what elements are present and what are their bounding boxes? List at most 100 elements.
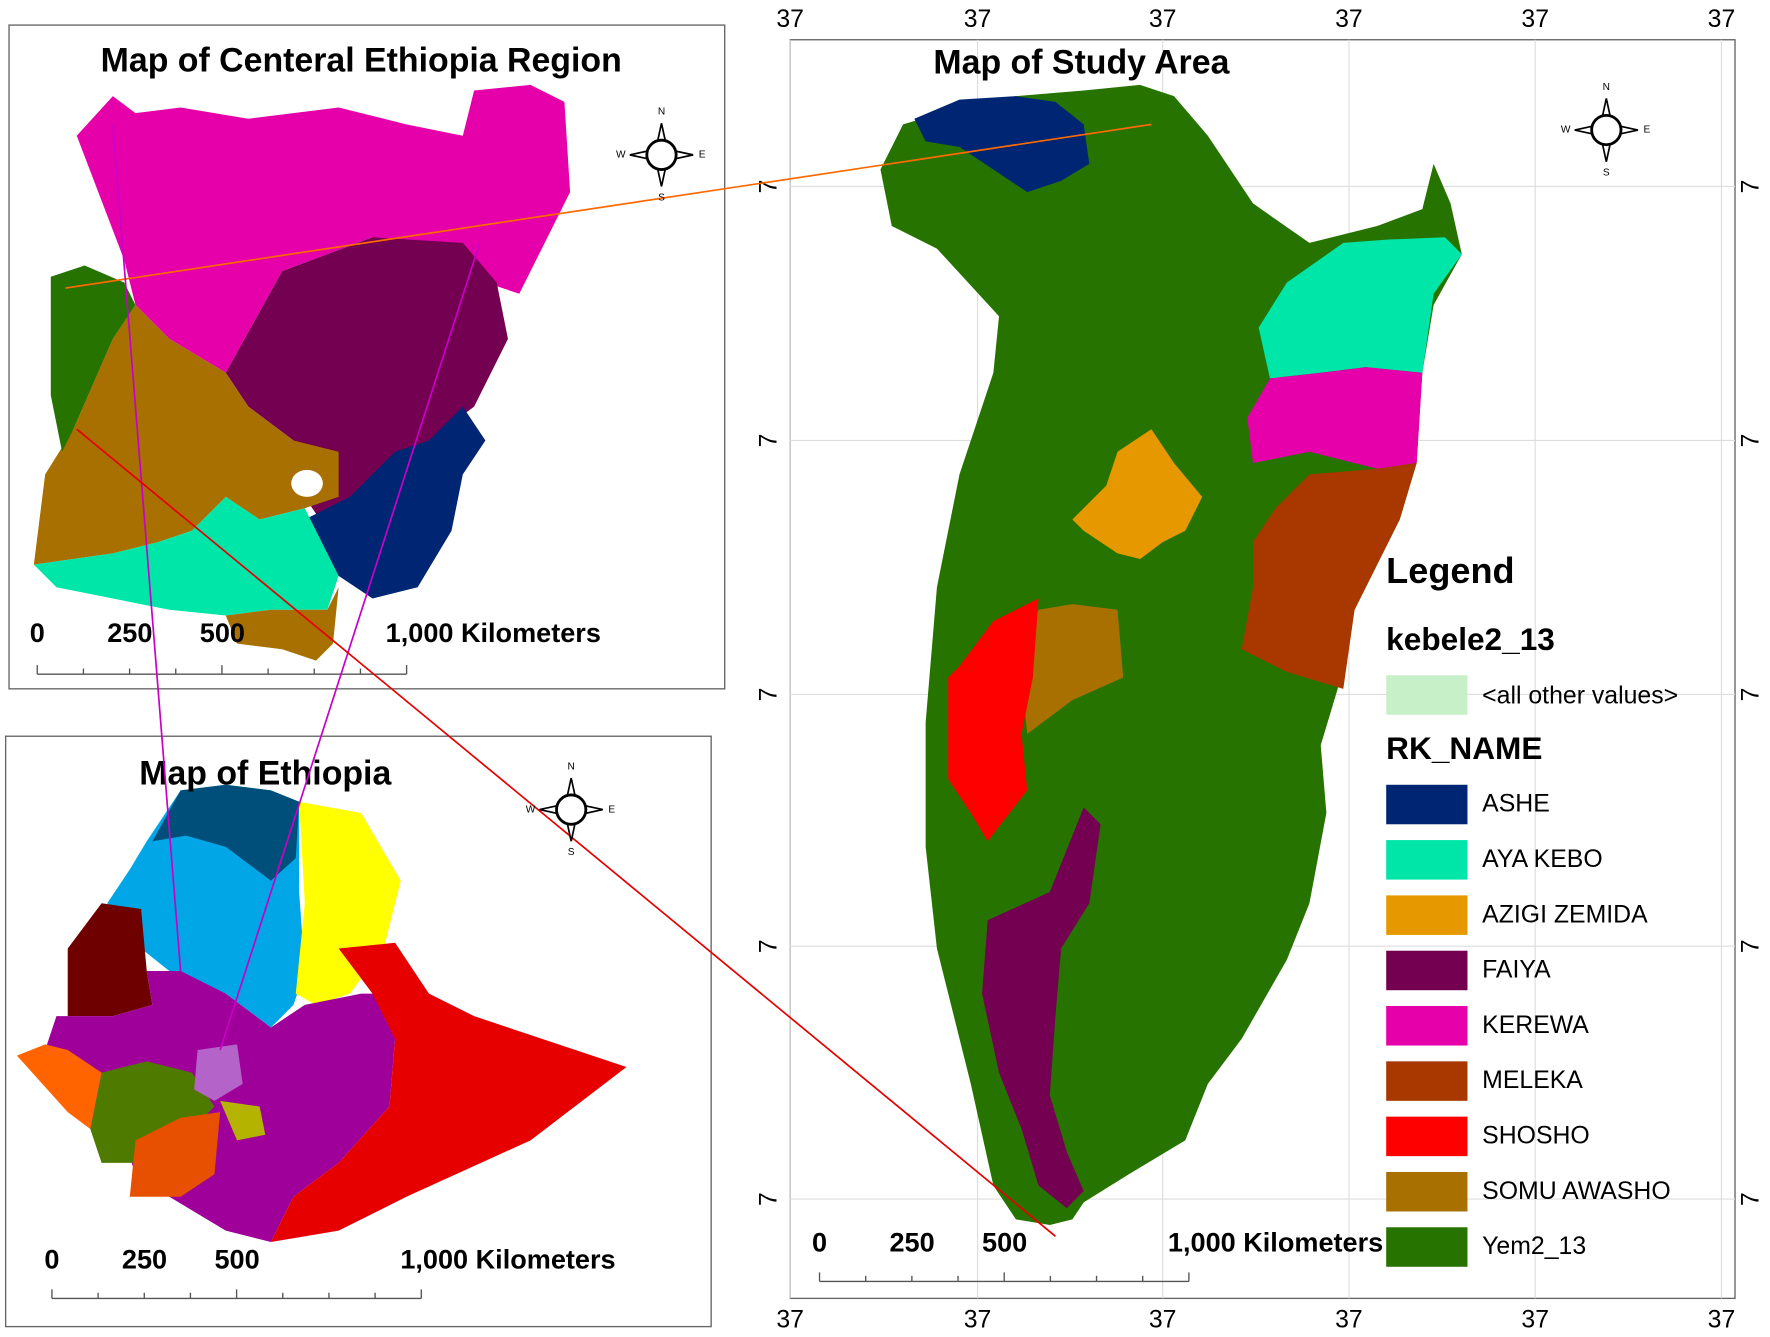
compass-ring — [645, 138, 678, 171]
scale-label: 250 — [122, 1243, 167, 1274]
region — [1021, 604, 1124, 734]
legend-label: SHOSHO — [1482, 1123, 1590, 1150]
coord-label: 37 — [1521, 6, 1549, 33]
coord-label: 7 — [1738, 434, 1765, 448]
region — [225, 587, 339, 661]
coord-label: 37 — [1708, 1307, 1736, 1334]
legend-label: SOMU AWASHO — [1482, 1178, 1671, 1205]
compass-label: W — [526, 804, 536, 815]
region — [982, 807, 1101, 1209]
legend-label: ASHE — [1482, 791, 1550, 818]
region — [50, 265, 136, 452]
legend-swatch — [1386, 950, 1468, 991]
compass-label: E — [608, 804, 615, 815]
compass-ring — [555, 793, 588, 826]
compass: N E S W — [616, 107, 706, 204]
region — [16, 1044, 108, 1130]
legend-title: Legend — [1386, 550, 1514, 591]
compass-label: W — [1561, 125, 1571, 136]
scale-label: 500 — [214, 1243, 259, 1274]
legend-layer: kebele2_13 — [1386, 621, 1555, 657]
coord-label: 7 — [755, 1192, 782, 1206]
region — [1241, 463, 1417, 689]
region — [76, 84, 571, 373]
compass-label: N — [1603, 82, 1610, 93]
legend-swatch — [1386, 1061, 1468, 1101]
region — [948, 598, 1039, 842]
legend-swatch — [1386, 675, 1468, 715]
coord-label: 37 — [1708, 6, 1736, 33]
compass-label: E — [699, 150, 706, 161]
coord-label: 37 — [1149, 6, 1177, 33]
legend-swatch — [1386, 1171, 1468, 1212]
scale-label: 500 — [200, 617, 245, 648]
legend-label: AZIGI ZEMIDA — [1482, 901, 1648, 928]
legend-label: <all other values> — [1482, 682, 1678, 709]
region — [194, 1044, 243, 1101]
scale-label: 1,000 Kilometers — [400, 1243, 615, 1274]
scale-label: 0 — [30, 617, 45, 648]
compasses: N E S W N E S W N E S W — [526, 82, 1651, 858]
region — [270, 942, 627, 1242]
compass-label: S — [1603, 168, 1610, 179]
compass-label: S — [568, 847, 575, 858]
region — [914, 96, 1090, 193]
region — [67, 903, 153, 1017]
coord-label: 37 — [1149, 1307, 1177, 1334]
compass-label: N — [568, 761, 575, 772]
compass-ring — [1590, 113, 1623, 147]
central-title: Map of Centeral Ethiopia Region — [101, 41, 622, 79]
coord-label: 37 — [964, 1307, 992, 1334]
compass-label: N — [658, 107, 665, 118]
central-regions — [33, 84, 571, 661]
ethiopia-regions — [16, 784, 627, 1242]
region — [33, 305, 339, 565]
legend-swatch — [1386, 840, 1468, 880]
region — [1258, 237, 1462, 379]
scale-bar: 0 250 500 1,000 Kilometers — [812, 1226, 1383, 1283]
legend-swatch — [1386, 1006, 1468, 1046]
coord-label: 37 — [1335, 1307, 1363, 1334]
region — [129, 1112, 221, 1197]
scale-label: 250 — [889, 1226, 934, 1257]
legend-label: Yem2_13 — [1482, 1233, 1586, 1260]
coord-label: 37 — [964, 6, 992, 33]
scale-bar: 0 250 500 1,000 Kilometers — [44, 1243, 616, 1300]
coord-label: 7 — [1738, 688, 1765, 702]
coord-label: 37 — [1335, 6, 1363, 33]
region — [225, 237, 508, 531]
legend-swatch — [1386, 1227, 1468, 1267]
hole — [291, 469, 323, 497]
coord-label: 7 — [755, 688, 782, 702]
compass-label: W — [616, 150, 626, 161]
scale-label: 0 — [812, 1226, 827, 1257]
legend-label: MELEKA — [1482, 1067, 1583, 1094]
connector — [112, 124, 182, 972]
legend-swatch — [1386, 1116, 1468, 1157]
ethiopia-title: Map of Ethiopia — [139, 755, 392, 793]
scale-label: 0 — [44, 1243, 59, 1274]
study-title: Map of Study Area — [933, 44, 1230, 82]
connector — [219, 242, 481, 1051]
coord-label: 37 — [1521, 1307, 1549, 1334]
region — [220, 1100, 266, 1141]
region — [287, 406, 486, 599]
legend: Legend kebele2_13 <all other values> RK_… — [1386, 550, 1678, 1267]
region — [152, 784, 300, 881]
region — [1247, 367, 1423, 469]
coord-label: 7 — [1738, 939, 1765, 953]
coord-label: 7 — [755, 939, 782, 953]
compass: N E S W — [1561, 82, 1651, 179]
legend-swatch — [1386, 784, 1468, 825]
scale-label: 250 — [107, 617, 152, 648]
region — [33, 496, 339, 616]
legend-label: KEREWA — [1482, 1012, 1589, 1039]
region — [1072, 429, 1203, 560]
coord-label: 7 — [1738, 180, 1765, 194]
scale-label: 1,000 Kilometers — [386, 617, 601, 648]
coord-label: 7 — [1738, 1192, 1765, 1206]
coord-label: 37 — [776, 6, 804, 33]
study-regions — [880, 84, 1462, 1226]
